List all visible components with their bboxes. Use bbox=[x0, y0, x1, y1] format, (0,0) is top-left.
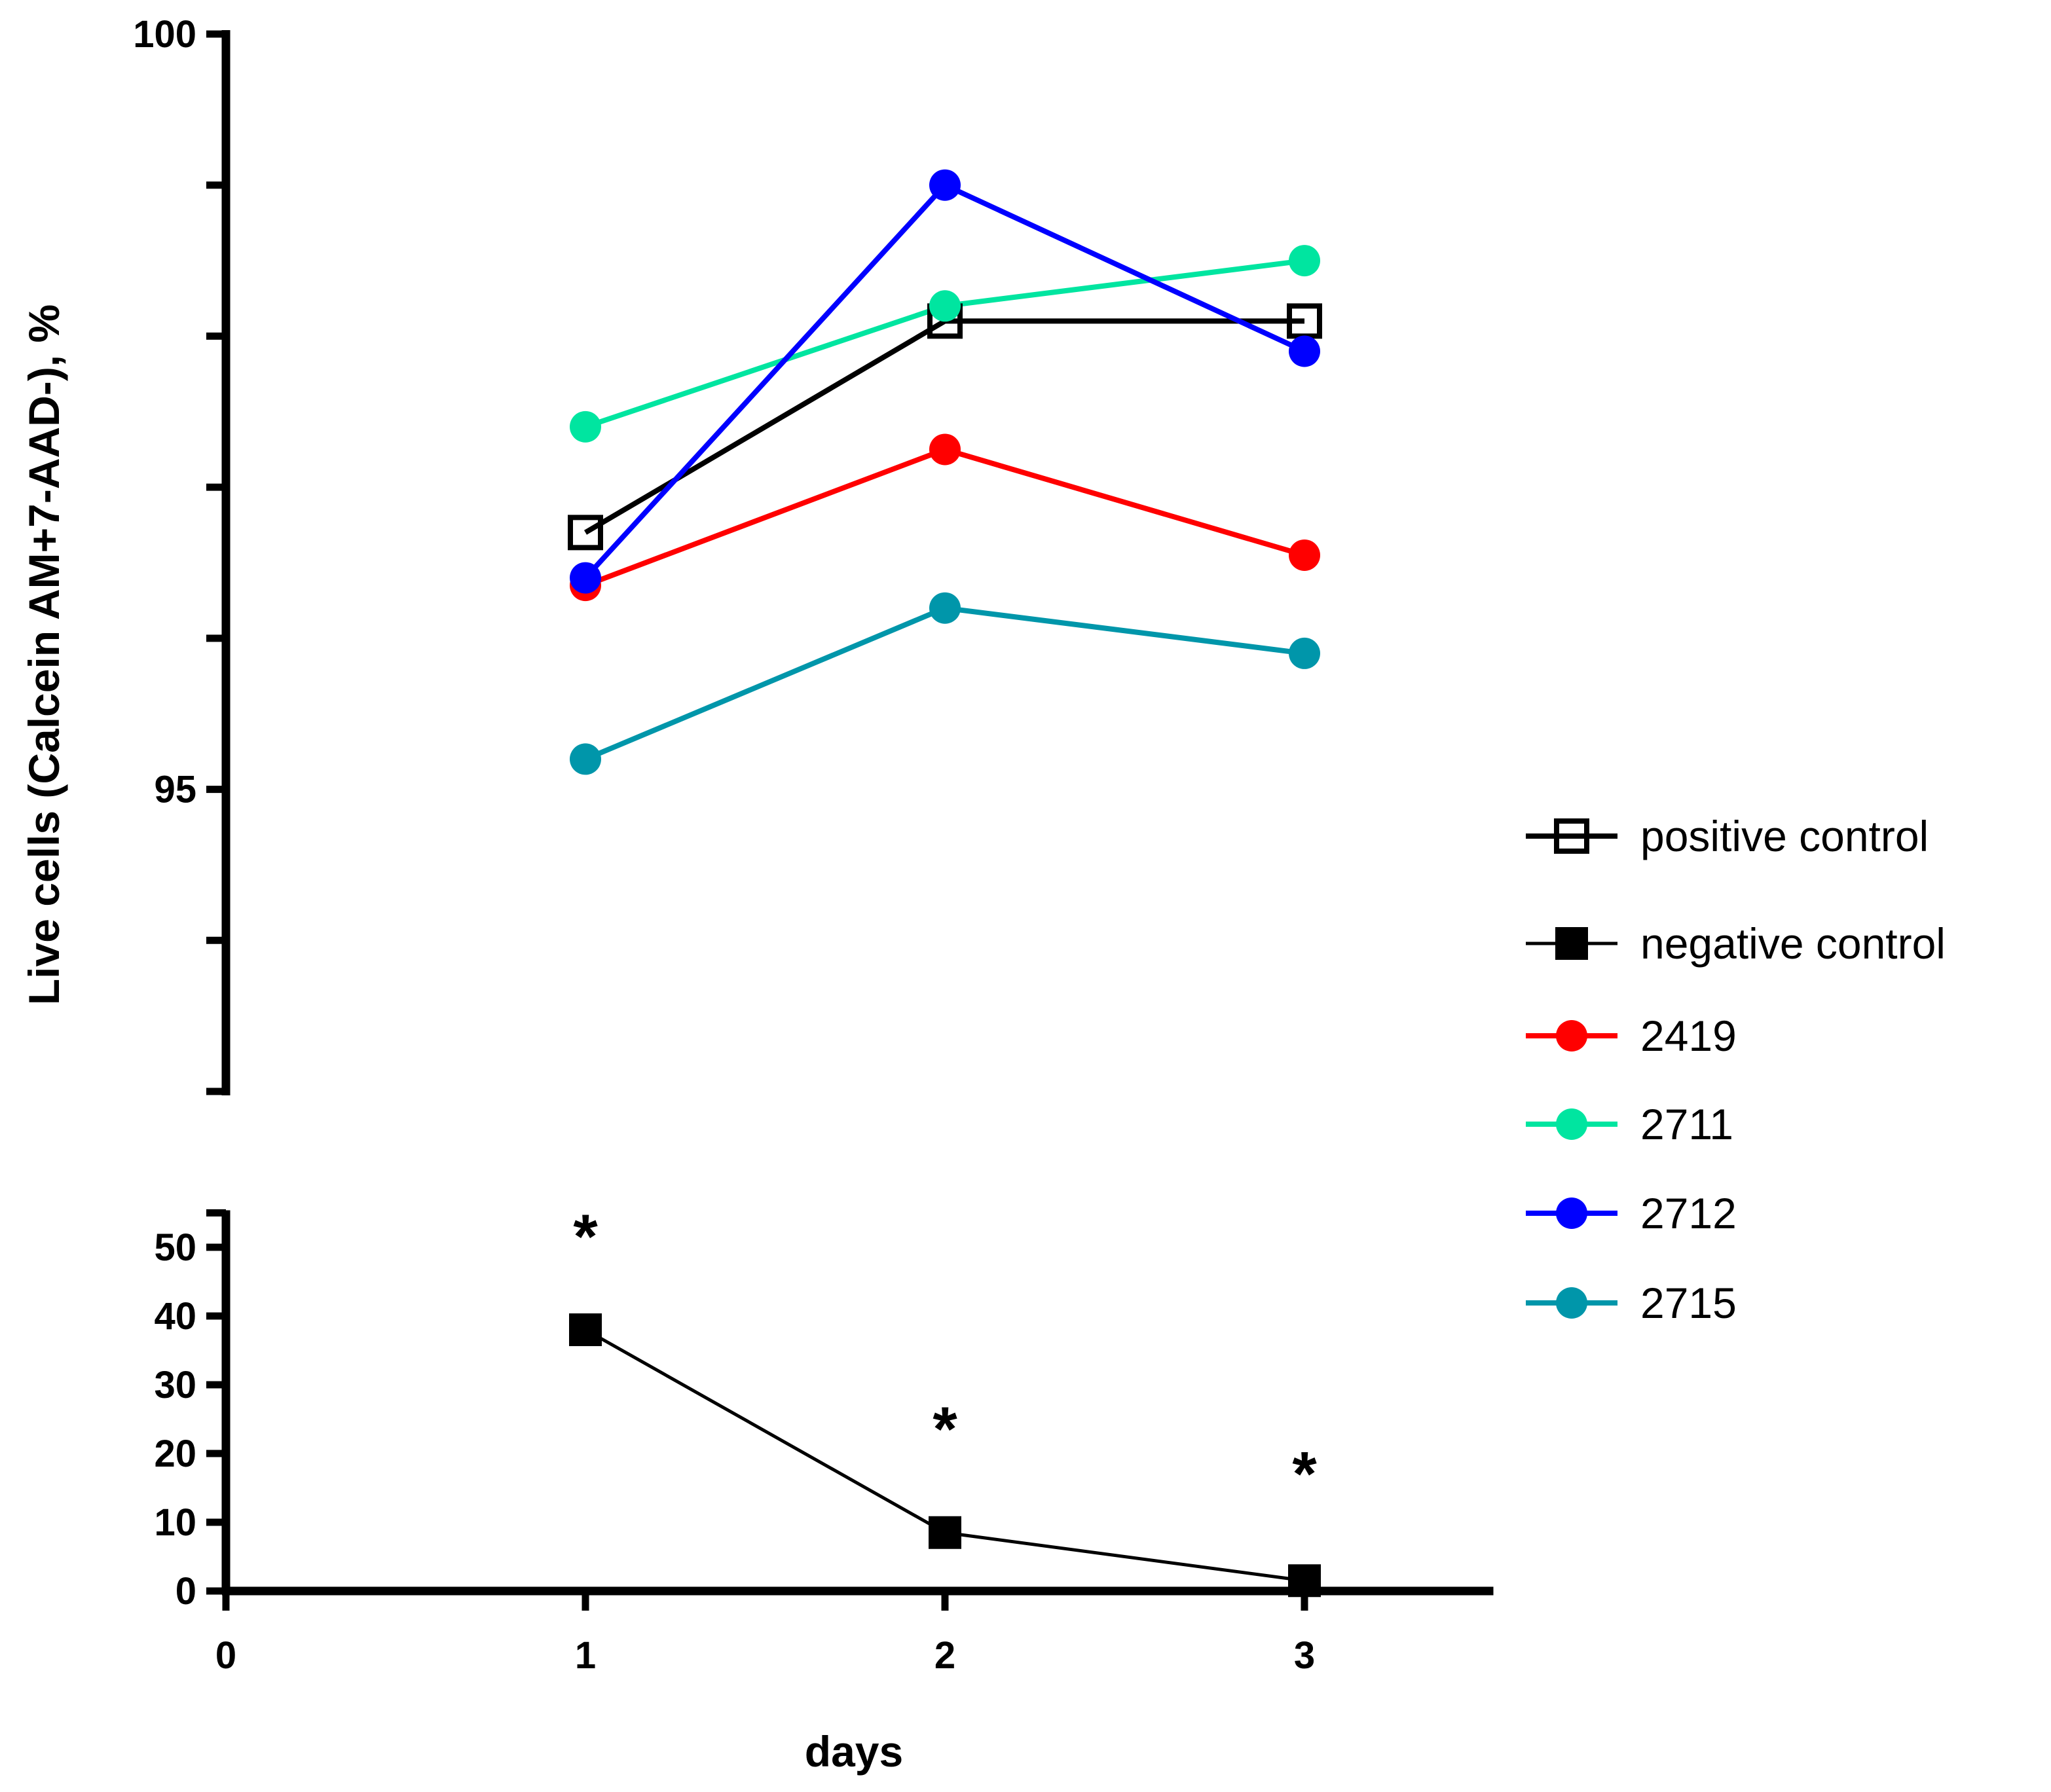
x-tick-label: 2 bbox=[934, 1634, 955, 1677]
data-point-2712 bbox=[1289, 335, 1320, 367]
legend: positive control negative control 2419 2711… bbox=[1526, 812, 1946, 1327]
data-point-2711 bbox=[570, 411, 601, 443]
x-axis-title: days bbox=[805, 1727, 903, 1776]
data-point-2419 bbox=[1289, 539, 1320, 571]
legend-marker-negative-control bbox=[1555, 927, 1588, 960]
data-point-2715 bbox=[1289, 637, 1320, 669]
upper-y-tick-label: 95 bbox=[154, 769, 196, 811]
lower-y-tick-label: 10 bbox=[154, 1501, 196, 1544]
data-point-2715 bbox=[929, 592, 961, 624]
series-line-2715 bbox=[584, 605, 1305, 762]
series-markers bbox=[568, 169, 1322, 1598]
lower-y-tick-label: 50 bbox=[154, 1226, 196, 1269]
lower-y-tick-label: 20 bbox=[154, 1433, 196, 1475]
upper-y-tick-label: 100 bbox=[133, 13, 196, 56]
significance-asterisk: * bbox=[933, 1395, 957, 1465]
legend-marker-positive-control bbox=[1554, 818, 1589, 854]
axes: 95 100 0 10 20 30 40 50 0 1 2 3 bbox=[133, 13, 1494, 1677]
data-point-negative-control bbox=[929, 1516, 961, 1549]
series-line-2712 bbox=[583, 182, 1306, 580]
x-tick-label: 3 bbox=[1294, 1634, 1315, 1677]
significance-annotations: * * * bbox=[573, 1202, 1317, 1509]
lower-y-tick-label: 40 bbox=[154, 1295, 196, 1338]
y-axis-title: Live cells (Calcein AM+7-AAD-), % bbox=[20, 304, 68, 1005]
data-point-2712 bbox=[570, 562, 601, 594]
legend-label-positive-control: positive control bbox=[1640, 812, 1929, 860]
legend-marker-2711 bbox=[1556, 1108, 1587, 1140]
legend-label-2712: 2712 bbox=[1640, 1189, 1737, 1237]
x-tick-label: 1 bbox=[575, 1634, 596, 1677]
data-point-2711 bbox=[1289, 245, 1320, 277]
legend-marker-2712 bbox=[1556, 1198, 1587, 1229]
series-lines bbox=[583, 182, 1306, 1582]
lower-y-tick-label: 30 bbox=[154, 1364, 196, 1406]
legend-label-2715: 2715 bbox=[1640, 1279, 1737, 1327]
data-point-2715 bbox=[570, 743, 601, 775]
x-tick-label: 0 bbox=[215, 1634, 236, 1677]
legend-label-2711: 2711 bbox=[1640, 1100, 1733, 1148]
significance-asterisk: * bbox=[1292, 1439, 1317, 1509]
significance-asterisk: * bbox=[573, 1202, 598, 1272]
data-point-negative-control bbox=[1288, 1564, 1321, 1598]
data-point-2419 bbox=[929, 433, 961, 466]
data-point-2711 bbox=[929, 290, 961, 322]
legend-label-2419: 2419 bbox=[1640, 1012, 1737, 1060]
data-point-2712 bbox=[929, 169, 961, 201]
data-point-negative-control bbox=[569, 1313, 602, 1346]
legend-marker-2715 bbox=[1556, 1287, 1587, 1319]
legend-label-negative-control: negative control bbox=[1640, 919, 1946, 968]
legend-marker-2419 bbox=[1556, 1020, 1587, 1051]
lower-y-tick-label: 0 bbox=[176, 1570, 196, 1613]
data-point-positive-control bbox=[568, 515, 603, 551]
series-line-positive-control bbox=[583, 318, 1304, 535]
series-line-2711 bbox=[584, 258, 1305, 430]
